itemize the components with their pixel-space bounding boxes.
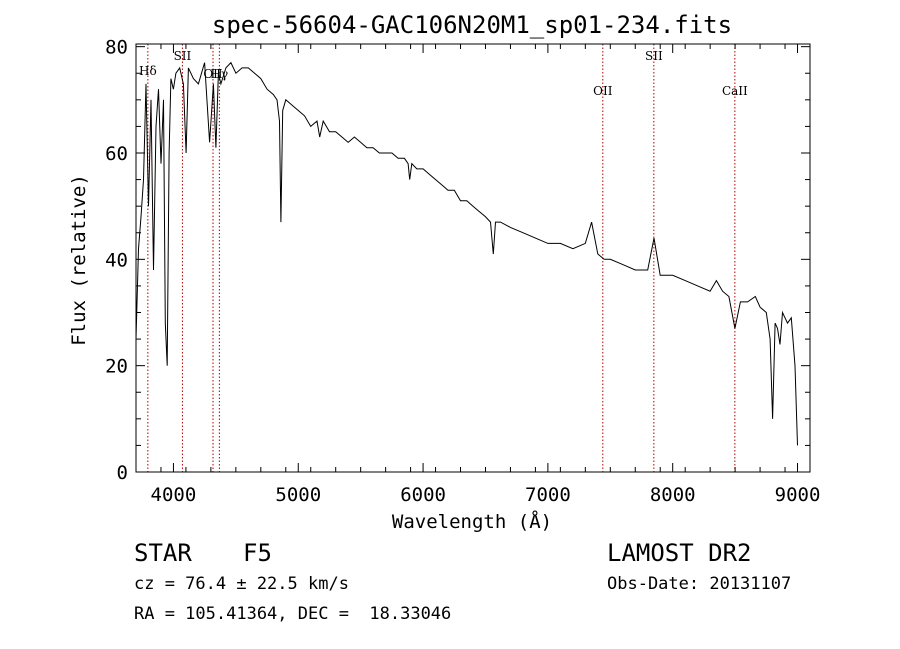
x-tick-label: 5000 [275, 484, 321, 506]
flux-series-line [135, 61, 798, 446]
survey-name: LAMOST DR2 [607, 539, 752, 567]
line-marker-label: SII [645, 49, 663, 63]
x-tick-label: 6000 [400, 484, 446, 506]
line-marker-label: CaII [722, 84, 748, 98]
y-tick-label: 0 [117, 462, 128, 484]
x-tick-label: 9000 [775, 484, 821, 506]
line-marker-label: SII [174, 49, 192, 63]
plot-frame [135, 43, 811, 473]
y-tick-label: 80 [105, 37, 128, 59]
y-axis-label: Flux (relative) [68, 174, 90, 346]
x-tick-label: 8000 [650, 484, 696, 506]
x-tick-label: 7000 [525, 484, 571, 506]
x-axis-label: Wavelength (Å) [392, 510, 552, 533]
y-tick-label: 20 [105, 356, 128, 378]
object-class: STAR [134, 539, 192, 567]
line-marker-label: Hγ [211, 67, 229, 81]
line-marker-label: OII [593, 84, 613, 98]
line-marker-label: Hδ [139, 64, 157, 78]
coordinates: RA = 105.41364, DEC = 18.33046 [134, 604, 452, 624]
axis-ticks: 4000 5000 6000 7000 8000 9000 0 20 40 60 80 [105, 37, 820, 506]
chart-title: spec-56604-GAC106N20M1_sp01-234.fits [212, 11, 732, 39]
x-tick-label: 4000 [151, 484, 197, 506]
y-tick-label: 40 [105, 249, 128, 271]
observation-date: Obs-Date: 20131107 [607, 574, 792, 594]
redshift-velocity: cz = 76.4 ± 22.5 km/s [134, 574, 349, 594]
object-subclass: F5 [243, 539, 272, 567]
y-tick-label: 60 [105, 143, 128, 165]
